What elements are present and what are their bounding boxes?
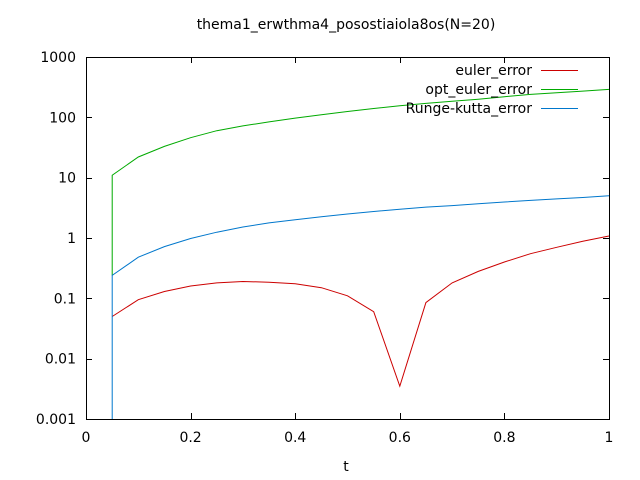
legend: euler_error opt_euler_error Runge-kutta_er… [406,63,578,117]
y-tick-label: 0.01 [45,352,76,368]
y-tick-label: 100 [49,110,76,126]
x-tick-label: 0.6 [389,430,411,446]
y-tick-label: 1 [67,231,76,247]
x-tick-label: 1 [605,430,614,446]
axis-ticks: 0 0.2 0.4 0.6 0.8 1 0.001 0.01 0.1 1 10 100 1000 [36,50,614,446]
data-series [111,88,610,419]
y-tick-label: 1000 [40,50,76,66]
y-tick-label: 10 [58,171,76,187]
x-axis-label: t [343,459,349,475]
legend-label: opt_euler_error [425,82,532,98]
x-tick-label: 0.4 [284,430,306,446]
x-tick-label: 0.2 [179,430,201,446]
series-line-euler-error [111,235,610,388]
legend-label: Runge-kutta_error [406,101,533,117]
y-tick-label: 0.1 [54,291,76,307]
series-line-runge-kutta-error [111,195,610,419]
series-line-opt-euler-error [111,88,610,276]
chart-title: thema1_erwthma4_posostiaiola8os(N=20) [197,17,496,33]
y-tick-label: 0.001 [36,412,76,428]
x-tick-label: 0.8 [493,430,515,446]
x-tick-label: 0 [82,430,91,446]
legend-label: euler_error [455,63,532,79]
